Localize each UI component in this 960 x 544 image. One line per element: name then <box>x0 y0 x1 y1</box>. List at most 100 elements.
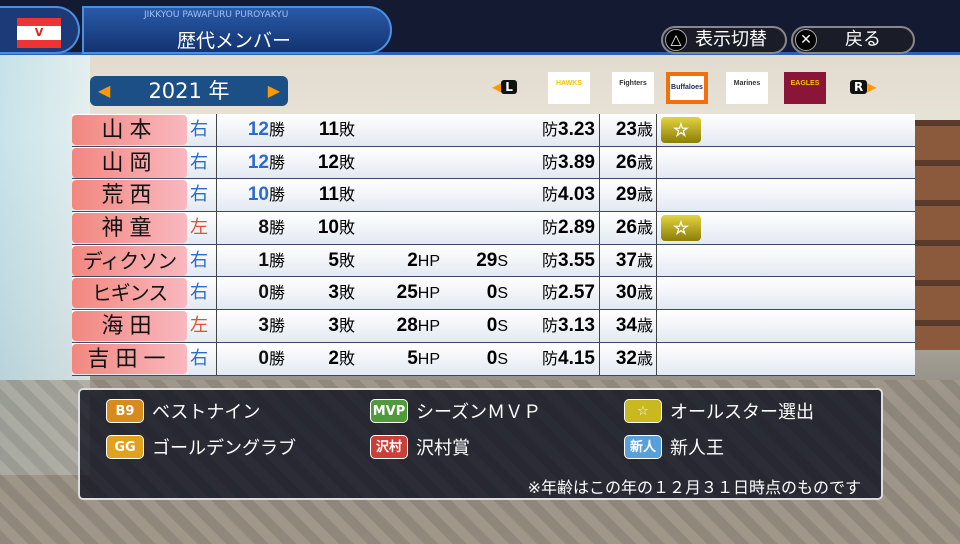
team-logo-3[interactable]: Marines <box>726 72 768 104</box>
age: 37歳 <box>615 249 653 271</box>
player-list: 山本 右 12勝 11敗 防3.23 23歳 ☆ 山岡 右 12勝 12敗 防3.89… <box>72 114 915 376</box>
team-emblem-box: V <box>0 6 80 54</box>
divider <box>656 244 657 277</box>
award-badge-icon: MVP <box>370 399 408 423</box>
divider <box>599 244 600 277</box>
player-row[interactable]: 荒西 右 10勝 11敗 防4.03 29歳 <box>72 179 915 213</box>
throwing-hand: 右 <box>190 184 208 206</box>
toggle-display-label: 表示切替 <box>695 29 767 50</box>
divider <box>656 342 657 375</box>
player-row[interactable]: 吉田一 右 0勝 2敗 5HP 0S 防4.15 32歳 <box>72 342 915 376</box>
throwing-hand: 右 <box>190 151 208 173</box>
player-name[interactable]: ディクソン <box>72 245 187 276</box>
team-emblem: V <box>17 18 61 48</box>
legend-item: B9 ベストナイン <box>106 398 260 424</box>
title-box: JIKKYOU PAWAFURU PUROYAKYU 歴代メンバー <box>82 6 392 54</box>
era: 防3.55 <box>542 249 595 271</box>
divider <box>216 244 217 277</box>
throwing-hand: 右 <box>190 249 208 271</box>
player-name[interactable]: 神童 <box>72 213 187 244</box>
team-logo-0[interactable]: HAWKS <box>548 72 590 104</box>
legend-item: MVP シーズンＭＶＰ <box>370 398 541 424</box>
player-row[interactable]: 山本 右 12勝 11敗 防3.23 23歳 ☆ <box>72 114 915 147</box>
award-badge-icon: 沢村 <box>370 435 408 459</box>
player-row[interactable]: ディクソン 右 1勝 5敗 2HP 29S 防3.55 37歳 <box>72 244 915 278</box>
player-row[interactable]: ヒギンス 右 0勝 3敗 25HP 0S 防2.57 30歳 <box>72 277 915 311</box>
player-name[interactable]: ヒギンス <box>72 278 187 309</box>
age: 23歳 <box>615 119 653 140</box>
wins: 12勝 <box>247 151 285 173</box>
losses: 5敗 <box>328 249 355 271</box>
divider <box>656 146 657 179</box>
player-name[interactable]: 海田 <box>72 311 187 342</box>
background-bookshelf <box>910 120 960 350</box>
back-button[interactable]: ✕ 戻る <box>791 26 915 54</box>
right-arrow-icon: ▶ <box>867 80 877 94</box>
year-label: 2021 年 <box>148 79 230 103</box>
divider <box>656 277 657 310</box>
legend-panel: B9 ベストナイン MVP シーズンＭＶＰ ☆ オールスター選出 GG ゴールデングラブ 沢村沢… <box>78 388 883 500</box>
divider <box>216 310 217 343</box>
award-badge-icon: GG <box>106 435 144 459</box>
wins: 8勝 <box>258 217 285 239</box>
era: 防2.57 <box>542 282 595 304</box>
saves: 0S <box>486 315 508 337</box>
divider <box>599 146 600 179</box>
wins: 12勝 <box>247 119 285 140</box>
holds: 5HP <box>407 347 440 369</box>
left-arrow-icon: ◀ <box>492 80 502 94</box>
age-note: ※年齢はこの年の１２月３１日時点のものです <box>527 478 861 497</box>
divider <box>216 179 217 212</box>
divider <box>599 342 600 375</box>
triangle-icon: △ <box>665 29 687 51</box>
legend-label: オールスター選出 <box>670 402 814 423</box>
era: 防4.03 <box>542 184 595 206</box>
next-team-button[interactable]: R ▶ <box>850 80 876 94</box>
divider <box>216 212 217 245</box>
player-name[interactable]: 吉田一 <box>72 343 187 374</box>
game-subtitle: JIKKYOU PAWAFURU PUROYAKYU <box>144 10 289 20</box>
team-logo-4[interactable]: EAGLES <box>784 72 826 104</box>
award-badge-icon: 新人 <box>624 435 662 459</box>
team-logo-1[interactable]: Fighters <box>612 72 654 104</box>
legend-label: シーズンＭＶＰ <box>416 402 542 423</box>
player-name[interactable]: 荒西 <box>72 180 187 211</box>
divider <box>656 212 657 245</box>
throwing-hand: 左 <box>190 217 208 239</box>
divider <box>656 179 657 212</box>
saves: 0S <box>486 282 508 304</box>
l-key: L <box>501 80 517 94</box>
player-name[interactable]: 山本 <box>72 115 187 145</box>
player-row[interactable]: 神童 左 8勝 10敗 防2.89 26歳 ☆ <box>72 212 915 245</box>
legend-label: 沢村賞 <box>416 438 470 459</box>
legend-label: ベストナイン <box>152 402 261 423</box>
cross-icon: ✕ <box>795 29 817 51</box>
team-logo-2[interactable]: Buffaloes <box>666 72 708 104</box>
divider <box>216 146 217 179</box>
age: 30歳 <box>615 282 653 304</box>
award-badge-icon: B9 <box>106 399 144 423</box>
year-selector[interactable]: ◀ 2021 年 ▶ <box>90 76 288 106</box>
prev-year-arrow-icon[interactable]: ◀ <box>98 81 111 100</box>
losses: 3敗 <box>328 282 355 304</box>
era: 防4.15 <box>542 347 595 369</box>
allstar-star-icon: ☆ <box>661 117 701 143</box>
toggle-display-button[interactable]: △ 表示切替 <box>661 26 787 54</box>
legend-label: ゴールデングラブ <box>152 438 296 459</box>
prev-team-button[interactable]: ◀ L <box>492 80 517 94</box>
r-key: R <box>850 80 868 94</box>
era: 防2.89 <box>542 217 595 239</box>
legend-item: 沢村 沢村賞 <box>370 434 470 460</box>
allstar-star-icon: ☆ <box>661 215 701 242</box>
header-bar: V JIKKYOU PAWAFURU PUROYAKYU 歴代メンバー △ 表示切… <box>0 0 960 55</box>
player-name[interactable]: 山岡 <box>72 147 187 178</box>
wins: 10勝 <box>247 184 285 206</box>
divider <box>599 212 600 245</box>
saves: 29S <box>476 249 508 271</box>
next-year-arrow-icon[interactable]: ▶ <box>267 81 280 100</box>
wins: 3勝 <box>258 315 285 337</box>
divider <box>599 277 600 310</box>
player-row[interactable]: 山岡 右 12勝 12敗 防3.89 26歳 <box>72 146 915 180</box>
player-row[interactable]: 海田 左 3勝 3敗 28HP 0S 防3.13 34歳 <box>72 310 915 343</box>
divider <box>599 310 600 343</box>
